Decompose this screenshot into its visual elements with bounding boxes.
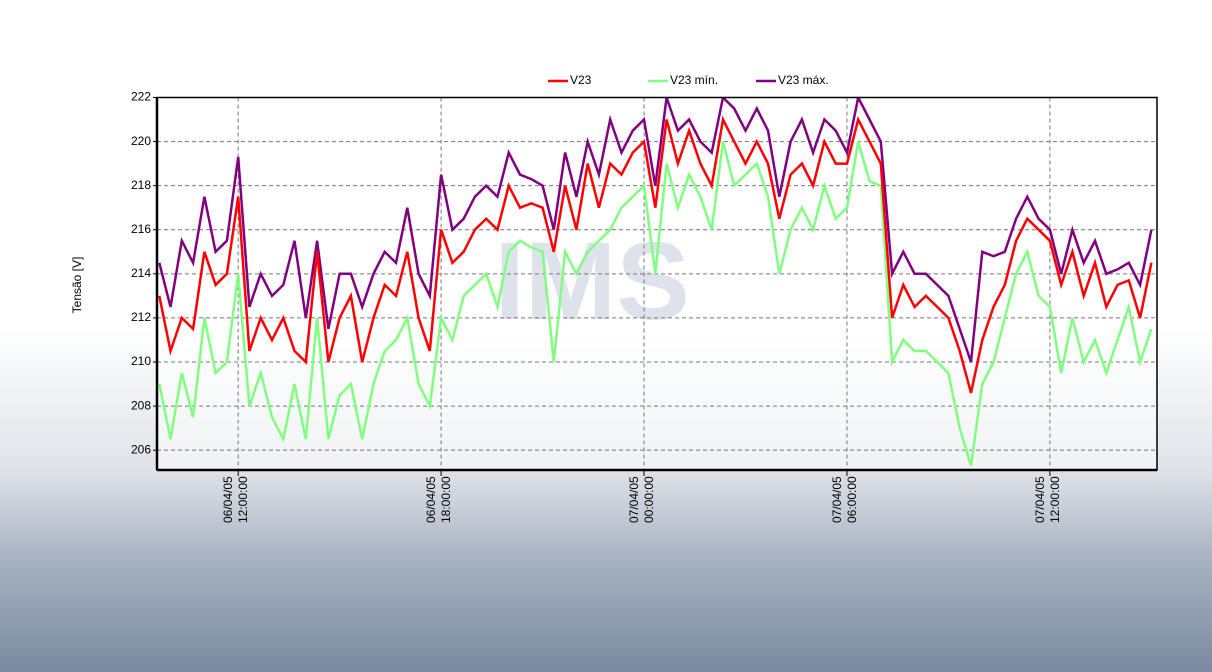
legend-label: V23 mín. [670,73,718,87]
series-line [158,97,1153,363]
x-tick-label: 07/04/05 06:00:00 [829,476,859,523]
legend-label: V23 máx. [778,73,829,87]
y-tick-label: 208 [131,398,151,412]
series-line [158,141,1153,466]
y-tick-label: 214 [131,266,151,280]
x-tick-label: 07/04/05 00:00:00 [627,476,657,523]
y-tick-label: 216 [131,222,151,236]
y-tick-label: 220 [131,134,151,148]
x-tick-label: 06/04/05 18:00:00 [424,476,454,523]
y-tick-label: 222 [131,90,151,104]
y-tick-label: 212 [131,310,151,324]
x-tick-label: 07/04/05 12:00:00 [1032,476,1062,523]
y-axis-label: Tensão [V] [70,257,84,314]
y-tick-label: 218 [131,178,151,192]
legend-label: V23 [570,73,592,87]
watermark: IMS [494,220,690,343]
y-tick-label: 210 [131,354,151,368]
series-line [158,115,1153,394]
x-tick-label: 06/04/05 12:00:00 [221,476,251,523]
y-tick-label: 206 [131,442,151,456]
